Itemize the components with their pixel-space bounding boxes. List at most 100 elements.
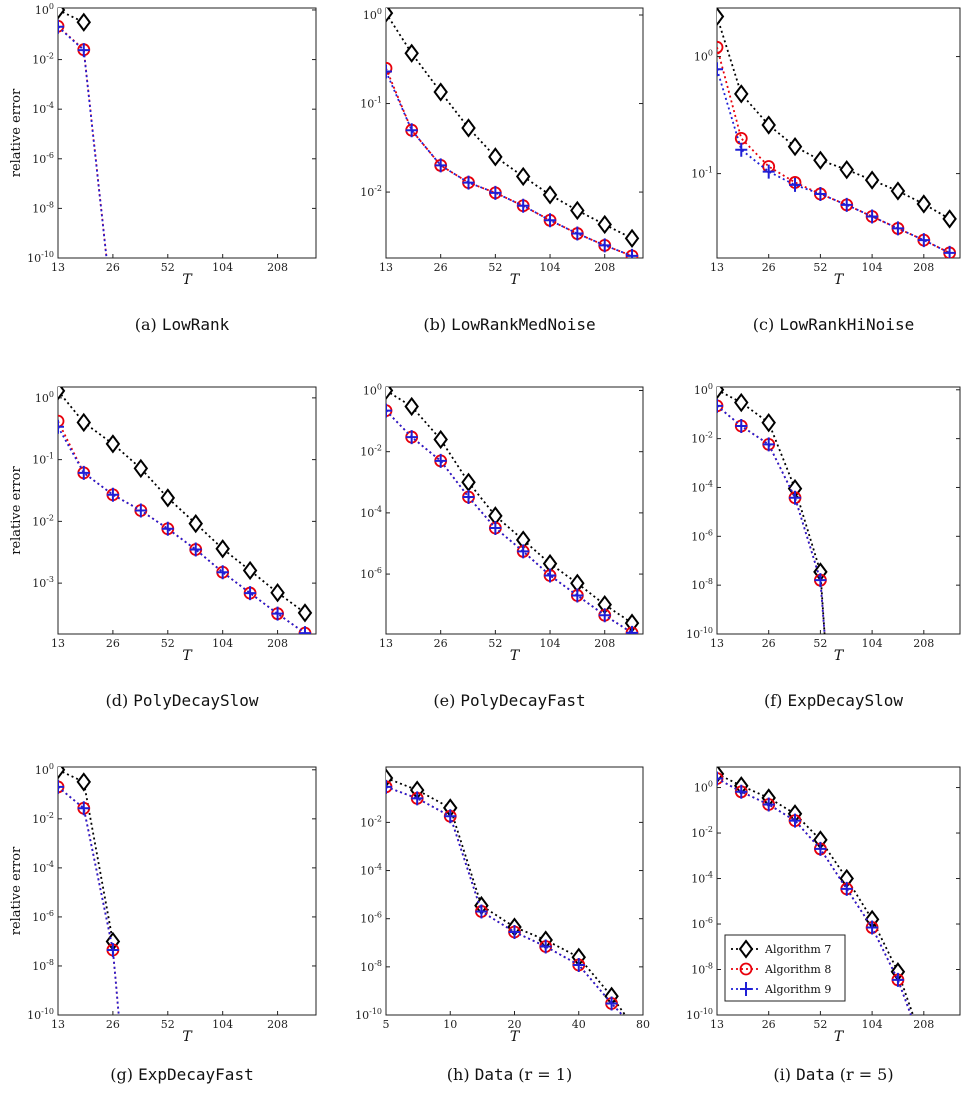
axes-frame [385, 386, 644, 635]
tick-label: 10-10 [355, 1007, 382, 1022]
x-axis-label: T [510, 648, 521, 664]
tick-label: 10-8 [32, 200, 54, 215]
data-point [734, 84, 749, 104]
series-line-8 [58, 786, 120, 1015]
tick-label: 10-4 [691, 871, 713, 886]
axes-frame [385, 7, 644, 259]
x-axis-label: T [182, 648, 193, 664]
tick-label: 208 [267, 637, 288, 650]
data-point [787, 136, 803, 157]
data-point [762, 164, 775, 179]
axes-frame [385, 766, 644, 1016]
data-point [789, 813, 802, 828]
data-point [242, 560, 258, 581]
data-point [404, 396, 419, 417]
tick-label: 52 [161, 637, 175, 650]
data-point [840, 881, 853, 896]
tick-label: 10-8 [691, 577, 713, 592]
data-point [761, 413, 776, 433]
tick-label: 104 [212, 261, 233, 274]
data-point [106, 942, 119, 957]
tick-label: 52 [813, 261, 827, 274]
tick-label: 10-2 [360, 184, 382, 199]
data-point [570, 200, 585, 221]
tick-label: 10-1 [691, 166, 713, 181]
data-point [598, 608, 611, 623]
subfigure-caption: (d) PolyDecaySlow [105, 691, 258, 710]
legend-marker [739, 962, 753, 976]
tick-label: 104 [862, 261, 883, 274]
tick-label: 208 [594, 637, 615, 650]
data-point [433, 82, 448, 102]
tick-label: 10-6 [32, 909, 54, 924]
data-point [864, 170, 880, 190]
data-point [891, 972, 904, 987]
data-point [76, 412, 92, 433]
y-axis-label: relative error [9, 88, 24, 177]
legend-marker [738, 939, 754, 959]
data-point [461, 472, 476, 492]
data-point [840, 197, 853, 212]
data-point [462, 490, 475, 505]
tick-label: 26 [106, 261, 120, 274]
data-point [58, 8, 66, 20]
series-line-9 [386, 409, 633, 634]
axes-frame [57, 7, 317, 259]
tick-label: 100 [694, 49, 713, 64]
data-point [814, 573, 827, 588]
subfigure-caption: (b) LowRankMedNoise [423, 315, 595, 334]
tick-label: 10-10 [686, 1007, 713, 1022]
data-point [814, 841, 827, 856]
series-line-9 [717, 68, 951, 254]
data-point [386, 64, 392, 79]
series-line-7 [386, 12, 633, 240]
tick-label: 10-6 [32, 151, 54, 166]
series-line-9 [58, 786, 120, 1015]
tick-label: 10-4 [360, 863, 382, 878]
data-point [626, 625, 639, 634]
tick-label: 10-10 [27, 250, 54, 265]
data-point [386, 8, 394, 23]
tick-label: 26 [762, 637, 776, 650]
tick-label: 208 [913, 1018, 934, 1031]
subfigure-caption: (i) Data (r = 5) [773, 1065, 893, 1084]
tick-label: 26 [106, 1018, 120, 1031]
series-line-9 [386, 71, 633, 257]
data-point [58, 387, 66, 401]
tick-label: 10-2 [360, 814, 382, 829]
data-point [539, 939, 552, 954]
tick-label: 52 [161, 261, 175, 274]
tick-label: 13 [710, 637, 724, 650]
data-point [433, 429, 448, 450]
data-point [544, 213, 557, 228]
data-point [244, 586, 257, 601]
subfigure-caption: (e) PolyDecayFast [433, 691, 585, 710]
data-point [917, 233, 930, 248]
subfigure-caption: (g) ExpDecayFast [110, 1065, 253, 1084]
data-point [188, 513, 203, 534]
data-point [58, 414, 65, 428]
tick-label: 10-2 [691, 825, 713, 840]
data-point [839, 160, 854, 180]
data-point [717, 62, 723, 77]
data-point [76, 772, 92, 792]
data-point [761, 115, 776, 135]
data-point [475, 904, 488, 919]
series-line-7 [386, 777, 626, 1015]
series-line-7 [58, 390, 306, 614]
data-point [866, 920, 879, 935]
data-point [298, 626, 311, 634]
subfigure-caption: (a) LowRank [135, 315, 230, 334]
data-point [434, 453, 447, 468]
plot-area [386, 387, 640, 634]
tick-label: 5 [383, 1018, 390, 1031]
tick-label: 10-3 [32, 575, 54, 590]
tick-label: 10-6 [691, 528, 713, 543]
data-point [571, 226, 584, 241]
data-point [434, 158, 447, 173]
plot-area [717, 387, 828, 634]
plot-area [58, 767, 121, 1015]
tick-label: 10-6 [691, 916, 713, 931]
subfigure-caption: (h) Data (r = 1) [447, 1065, 572, 1084]
tick-label: 13 [379, 261, 393, 274]
